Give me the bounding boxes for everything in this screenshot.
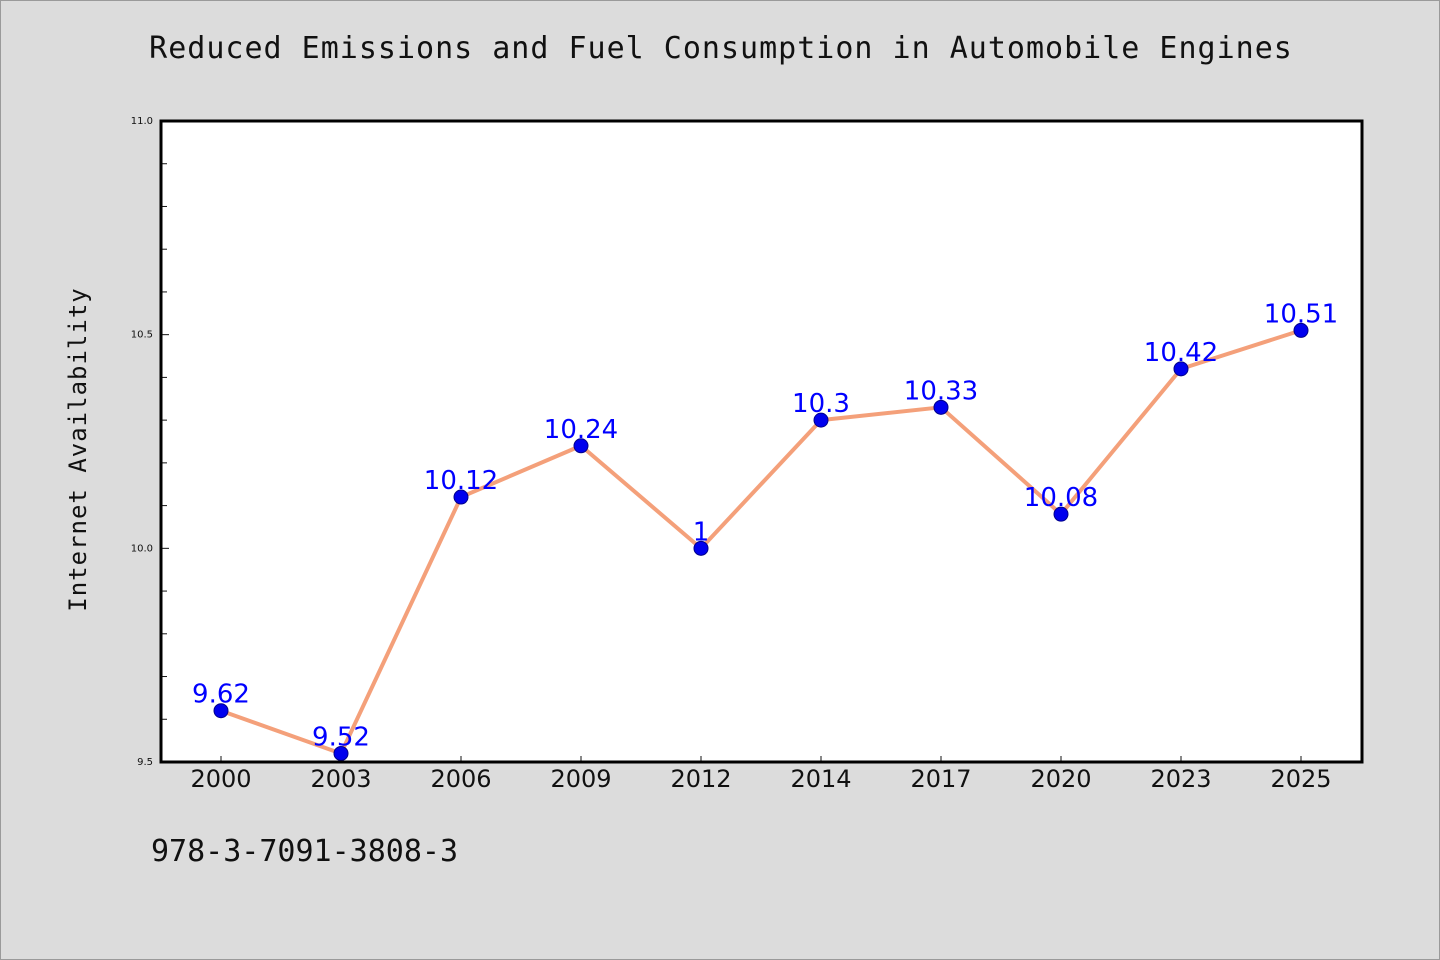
y-tick-label: 9.5 xyxy=(137,757,153,768)
series-line xyxy=(219,328,1303,756)
data-point xyxy=(573,438,589,454)
x-tick-label: 2000 xyxy=(190,765,251,793)
x-tick-label: 2017 xyxy=(910,765,971,793)
data-label: 10.42 xyxy=(1144,338,1218,368)
y-tick-label: 10.0 xyxy=(131,543,153,554)
x-tick-label: 2020 xyxy=(1030,765,1091,793)
y-axis-label: Internet Availability xyxy=(64,287,92,611)
data-label: 1 xyxy=(693,517,710,547)
plot-area xyxy=(161,121,1362,762)
y-tick-label: 11.0 xyxy=(131,116,153,127)
x-tick-label: 2014 xyxy=(790,765,851,793)
data-point xyxy=(1053,506,1069,522)
data-point xyxy=(1293,322,1309,338)
data-point xyxy=(933,399,949,415)
data-label: 9.52 xyxy=(312,722,370,752)
x-tick-label: 2009 xyxy=(550,765,611,793)
data-label: 10.08 xyxy=(1024,483,1098,513)
x-tick-label: 2025 xyxy=(1270,765,1331,793)
data-point xyxy=(813,412,829,428)
data-label: 10.33 xyxy=(904,376,978,406)
y-tick-label: 10.5 xyxy=(131,330,153,341)
data-point xyxy=(333,745,349,761)
data-point xyxy=(213,703,229,719)
x-tick-label: 2023 xyxy=(1150,765,1211,793)
plot-frame xyxy=(159,119,1364,764)
chart-title: Reduced Emissions and Fuel Consumption i… xyxy=(149,31,1293,66)
data-point xyxy=(693,540,709,556)
x-tick-label: 2012 xyxy=(670,765,731,793)
isbn-text: 978-3-7091-3808-3 xyxy=(151,834,459,869)
data-point xyxy=(1173,361,1189,377)
data-point xyxy=(453,489,469,505)
x-tick-label: 2003 xyxy=(310,765,371,793)
data-label: 10.24 xyxy=(544,415,618,445)
data-label: 10.3 xyxy=(792,389,850,419)
x-tick-label: 2006 xyxy=(430,765,491,793)
data-label: 10.51 xyxy=(1264,299,1338,329)
data-label: 10.12 xyxy=(424,466,498,496)
data-label: 9.62 xyxy=(192,680,250,710)
